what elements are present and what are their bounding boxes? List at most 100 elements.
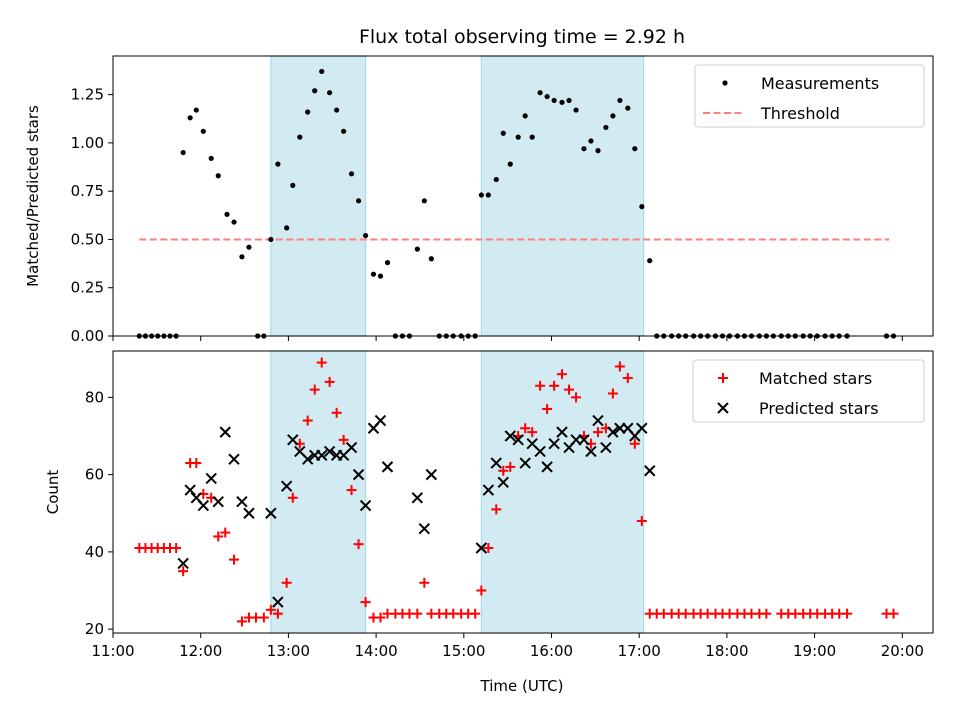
measurement-point xyxy=(284,225,290,231)
measurement-point xyxy=(485,192,491,198)
predicted-star-point xyxy=(636,422,648,434)
y-tick-label: 0.75 xyxy=(71,182,104,200)
predicted-star-point xyxy=(177,557,189,570)
x-tick-label: 11:00 xyxy=(91,642,134,660)
predicted-star-point xyxy=(592,414,604,427)
top-axes-frame xyxy=(112,55,934,337)
x-b xyxy=(541,461,553,473)
x-b xyxy=(411,492,424,504)
measurement-point xyxy=(348,171,355,177)
measurement-point xyxy=(500,130,506,136)
matched-star-point xyxy=(272,608,283,619)
x-b xyxy=(556,426,568,438)
matched-star-point xyxy=(346,485,357,496)
matched-star-point xyxy=(178,566,189,577)
y-tick-label: 1.25 xyxy=(71,86,104,104)
predicted-star-point xyxy=(418,522,431,535)
chart-title: Flux total observing time = 2.92 h xyxy=(359,26,685,48)
measurement-point xyxy=(639,204,645,210)
legend-label: Measurements xyxy=(761,74,879,93)
x-b xyxy=(316,449,328,462)
measurement-point xyxy=(537,90,543,96)
measurement-point xyxy=(208,155,214,161)
matched-star-point xyxy=(419,577,430,588)
x-b xyxy=(425,468,438,481)
measurement-point xyxy=(625,105,631,111)
measurement-point xyxy=(421,198,427,204)
predicted-star-point xyxy=(548,438,560,450)
matched-star-point xyxy=(842,608,853,619)
matched-star-point xyxy=(324,376,335,387)
legend-matched-marker xyxy=(718,373,728,383)
matched-star-point xyxy=(520,423,531,434)
measurement-point xyxy=(559,99,565,105)
x-b xyxy=(585,445,597,458)
matched-star-point xyxy=(476,585,487,596)
x-b xyxy=(717,402,729,414)
x-b xyxy=(280,480,293,492)
measurement-point xyxy=(595,148,601,154)
matched-star-point xyxy=(331,407,342,418)
predicted-star-point xyxy=(197,499,210,512)
matched-star-point xyxy=(622,373,633,384)
x-b xyxy=(345,441,358,454)
measurement-point xyxy=(224,211,230,217)
bottom-count-points xyxy=(134,357,899,627)
measurement-point xyxy=(275,161,281,167)
bottom-y-axis-label: Count xyxy=(44,470,62,515)
x-b xyxy=(622,422,634,434)
measurement-point xyxy=(362,232,369,239)
legend-label: Threshold xyxy=(760,104,840,123)
bottom-shaded-regions xyxy=(270,350,645,634)
x-b xyxy=(526,438,538,450)
x-b xyxy=(592,414,604,427)
matched-star-point xyxy=(614,361,625,372)
matched-star-point xyxy=(191,458,202,469)
matched-star-point xyxy=(338,434,349,445)
predicted-star-point xyxy=(265,507,277,519)
measurement-point xyxy=(529,134,535,140)
legend-box xyxy=(692,359,925,423)
y-tick-label: 1.00 xyxy=(71,134,104,152)
predicted-star-point xyxy=(287,434,299,446)
x-tick-label: 15:00 xyxy=(442,642,485,660)
measurement-point xyxy=(290,182,296,188)
x-b xyxy=(219,426,231,438)
predicted-star-point xyxy=(236,495,248,508)
x-b xyxy=(352,468,365,481)
matched-star-point xyxy=(592,427,603,438)
x-tick-label: 17:00 xyxy=(618,642,661,660)
predicted-star-point xyxy=(556,426,568,438)
measurement-point xyxy=(610,113,616,119)
matched-star-point xyxy=(483,543,494,554)
predicted-star-point xyxy=(490,457,502,469)
matched-star-point xyxy=(220,527,231,538)
matched-star-point xyxy=(309,384,320,395)
predicted-star-point xyxy=(644,465,656,477)
x-tick-label: 20:00 xyxy=(881,642,924,660)
matched-star-point xyxy=(557,369,568,380)
y-tick-label: 0.00 xyxy=(71,327,104,345)
legend-label: Matched stars xyxy=(759,369,872,388)
measurement-point xyxy=(297,134,303,140)
x-b xyxy=(272,596,284,608)
measurement-point xyxy=(507,161,513,167)
y-tick-label: 20 xyxy=(85,620,104,638)
x-tick-label: 18:00 xyxy=(705,642,748,660)
measurement-point xyxy=(573,107,579,113)
matched-star-point xyxy=(470,608,481,619)
x-b xyxy=(236,495,248,508)
matched-star-point xyxy=(549,380,560,391)
measurement-point xyxy=(355,198,362,204)
measurement-point xyxy=(319,68,325,75)
predicted-star-point xyxy=(205,472,217,485)
x-b xyxy=(359,499,372,512)
x-b xyxy=(265,507,277,519)
measurement-point xyxy=(341,128,347,134)
predicted-star-point xyxy=(272,596,284,608)
measurement-point xyxy=(377,273,384,279)
matched-star-point xyxy=(353,539,364,550)
measurement-point xyxy=(246,244,252,250)
bottom-axis-ticks: 11:00 12:00 13:00 14:00 15:00 16:00 17:00 18:00… xyxy=(85,388,924,660)
